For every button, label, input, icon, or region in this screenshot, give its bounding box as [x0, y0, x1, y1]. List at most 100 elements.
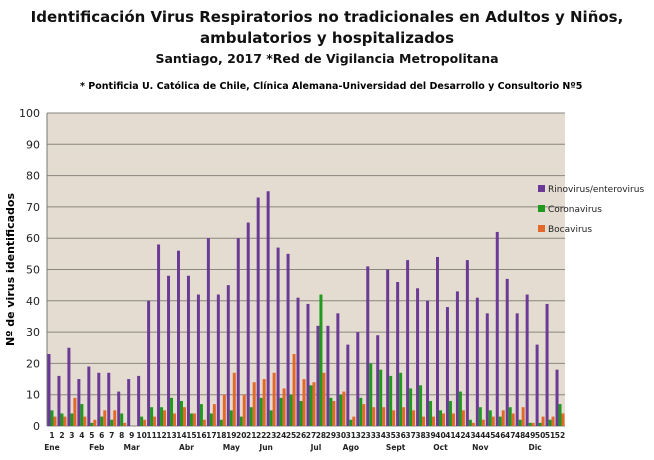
- bar-coronavirus: [170, 397, 174, 426]
- bar-rinovirus: [87, 366, 91, 426]
- bar-bocavirus: [531, 422, 535, 426]
- month-label: Ago: [343, 443, 359, 452]
- bar-rinovirus: [107, 372, 111, 426]
- bar-bocavirus: [362, 404, 366, 426]
- bar-bocavirus: [481, 419, 485, 426]
- bar-rinovirus: [316, 325, 320, 426]
- bar-bocavirus: [471, 422, 475, 426]
- x-tick-label: 15: [186, 431, 196, 440]
- bar-rinovirus: [137, 375, 141, 426]
- bar-coronavirus: [389, 375, 393, 426]
- bar-coronavirus: [478, 407, 482, 426]
- bar-rinovirus: [346, 344, 350, 426]
- x-tick-label: 14: [176, 431, 186, 440]
- y-tick-label: 90: [26, 138, 40, 151]
- legend-swatch: [538, 205, 545, 212]
- bar-rinovirus: [276, 247, 280, 426]
- bar-rinovirus: [306, 303, 310, 426]
- bar-bocavirus: [432, 416, 436, 426]
- bar-bocavirus: [501, 410, 505, 426]
- y-axis-label: Nº de virus identificados: [4, 193, 17, 346]
- x-tick-label: 36: [395, 431, 405, 440]
- bar-coronavirus: [219, 419, 223, 426]
- x-tick-label: 11: [146, 431, 156, 440]
- chart-title-line2: ambulatorios y hospitalizados: [199, 29, 455, 47]
- bar-coronavirus: [60, 413, 64, 426]
- x-tick-label: 9: [129, 431, 134, 440]
- x-tick-label: 47: [505, 431, 515, 440]
- y-tick-label: 40: [26, 295, 40, 308]
- x-tick-label: 50: [535, 431, 545, 440]
- bar-rinovirus: [286, 253, 290, 426]
- bar-coronavirus: [150, 407, 154, 426]
- x-tick-label: 16: [196, 431, 206, 440]
- bar-bocavirus: [461, 410, 465, 426]
- legend-label: Coronavirus: [548, 205, 602, 215]
- bar-bocavirus: [322, 372, 326, 426]
- x-tick-label: 2: [59, 431, 64, 440]
- bar-bocavirus: [163, 410, 167, 426]
- bar-bocavirus: [202, 419, 206, 426]
- bar-rinovirus: [226, 285, 230, 426]
- bar-bocavirus: [232, 372, 236, 426]
- bar-bocavirus: [83, 416, 87, 426]
- bar-bocavirus: [123, 422, 127, 426]
- y-tick-label: 30: [26, 326, 40, 339]
- chart-title: Identificación Virus Respiratorios no tr…: [30, 8, 624, 26]
- y-tick-label: 60: [26, 232, 40, 245]
- bar-coronavirus: [100, 416, 104, 426]
- month-label: May: [223, 443, 240, 452]
- x-tick-label: 20: [236, 431, 246, 440]
- bar-bocavirus: [561, 413, 565, 426]
- bar-bocavirus: [143, 419, 147, 426]
- x-tick-label: 28: [316, 431, 326, 440]
- bar-coronavirus: [229, 410, 233, 426]
- bar-bocavirus: [153, 416, 157, 426]
- x-tick-label: 13: [166, 431, 176, 440]
- bar-rinovirus: [555, 369, 559, 426]
- x-tick-label: 26: [296, 431, 306, 440]
- x-tick-label: 42: [455, 431, 465, 440]
- bar-rinovirus: [206, 238, 210, 426]
- bar-rinovirus: [426, 300, 430, 426]
- bar-coronavirus: [409, 388, 413, 426]
- bar-rinovirus: [455, 291, 459, 426]
- bar-rinovirus: [545, 303, 549, 426]
- x-tick-label: 10: [136, 431, 146, 440]
- bar-coronavirus: [179, 400, 183, 426]
- bar-coronavirus: [448, 400, 452, 426]
- y-tick-label: 50: [26, 264, 40, 277]
- bar-coronavirus: [528, 422, 532, 426]
- legend-label: Bocavirus: [548, 225, 592, 235]
- bar-coronavirus: [50, 410, 54, 426]
- bar-coronavirus: [558, 404, 562, 426]
- bar-coronavirus: [399, 372, 403, 426]
- bar-rinovirus: [495, 231, 499, 426]
- bar-rinovirus: [216, 294, 220, 426]
- y-tick-label: 80: [26, 170, 40, 183]
- x-tick-label: 37: [405, 431, 415, 440]
- bar-coronavirus: [349, 419, 353, 426]
- bar-bocavirus: [451, 413, 455, 426]
- bar-bocavirus: [402, 407, 406, 426]
- bar-rinovirus: [157, 244, 161, 426]
- bar-coronavirus: [359, 397, 363, 426]
- y-tick-label: 70: [26, 201, 40, 214]
- bar-coronavirus: [90, 422, 94, 426]
- x-tick-label: 4: [79, 431, 84, 440]
- bar-bocavirus: [53, 416, 57, 426]
- x-tick-label: 8: [119, 431, 124, 440]
- bar-bocavirus: [242, 394, 246, 426]
- x-tick-label: 41: [445, 431, 455, 440]
- bar-rinovirus: [525, 294, 529, 426]
- chart-note: * Pontificia U. Católica de Chile, Clíni…: [80, 81, 583, 92]
- x-tick-label: 49: [525, 431, 535, 440]
- month-label: Nov: [472, 443, 488, 452]
- bar-rinovirus: [336, 313, 340, 426]
- x-tick-label: 40: [435, 431, 445, 440]
- legend-label: Rinovirus/enterovirus: [548, 185, 644, 195]
- bar-rinovirus: [535, 344, 539, 426]
- bar-coronavirus: [329, 397, 333, 426]
- bar-bocavirus: [352, 416, 356, 426]
